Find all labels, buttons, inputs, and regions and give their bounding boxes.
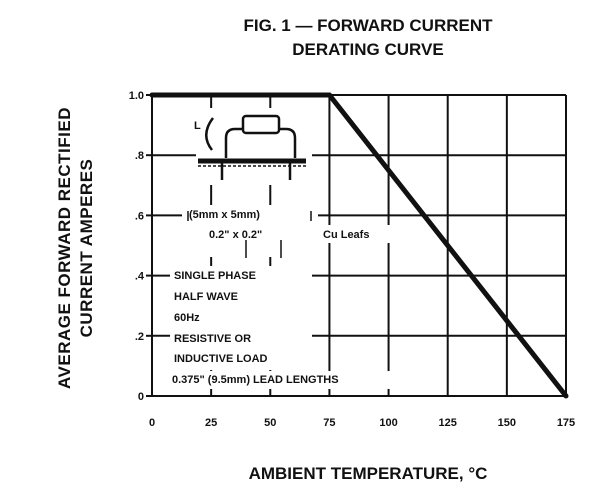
y-tick-label-5: 1.0: [129, 90, 144, 102]
y-tick-label-1: .2: [135, 331, 144, 343]
data-point-0-0: [149, 92, 155, 98]
lead-arc: [205, 117, 215, 151]
y-tick-label-3: .6: [135, 210, 144, 222]
x-tick-label-150: 150: [498, 417, 516, 429]
grid-lines: [151, 94, 567, 397]
dimension-markers: [187, 211, 312, 258]
y-axis-label-line-1: AVERAGE FORWARD RECTIFIED: [55, 107, 74, 389]
data-point-0-1: [326, 92, 332, 98]
leads-label: Cu Leafs: [323, 229, 369, 241]
conditions-backdrop: [170, 266, 312, 370]
leads-backdrop: [318, 225, 390, 243]
x-tick-label-25: 25: [205, 417, 217, 429]
x-tick-label-50: 50: [264, 417, 276, 429]
x-tick-label-125: 125: [439, 417, 457, 429]
y-tick-label-4: .8: [135, 150, 144, 162]
dimension-backdrop: [182, 205, 318, 257]
data-point-0-2: [563, 393, 569, 399]
chart-title-line-1: FIG. 1 — FORWARD CURRENT: [243, 16, 493, 35]
condition-4: RESISTIVE OR: [174, 333, 251, 345]
dimension-in: 0.2" x 0.2": [209, 229, 262, 241]
lead-length-backdrop: [168, 371, 446, 389]
condition-2: HALF WAVE: [174, 291, 238, 303]
condition-6: 0.375" (9.5mm) LEAD LENGTHS: [172, 374, 339, 386]
component-diagram: [198, 114, 306, 180]
condition-3: 60Hz: [174, 312, 200, 324]
chart-title-line-2: DERATING CURVE: [292, 40, 443, 59]
label-l: L: [194, 120, 201, 132]
series-layer: [149, 92, 569, 399]
x-tick-label-100: 100: [379, 417, 397, 429]
x-axis-label: AMBIENT TEMPERATURE, °C: [249, 464, 488, 483]
condition-5: INDUCTIVE LOAD: [174, 353, 268, 365]
y-tick-label-2: .4: [135, 271, 145, 283]
x-tick-label-175: 175: [557, 417, 575, 429]
dimension-mm: (5mm x 5mm): [189, 209, 260, 221]
axis-ticks: 0 25 50 75 100 125 150 175 0 .2 .4 .6 .8 1.0: [129, 90, 575, 429]
x-tick-label-75: 75: [323, 417, 335, 429]
condition-1: SINGLE PHASE: [174, 270, 256, 282]
y-tick-label-0: 0: [138, 391, 144, 403]
component-top-block: [241, 114, 281, 135]
x-tick-label-0: 0: [149, 417, 155, 429]
y-axis-label-line-2: CURRENT AMPERES: [77, 159, 96, 338]
